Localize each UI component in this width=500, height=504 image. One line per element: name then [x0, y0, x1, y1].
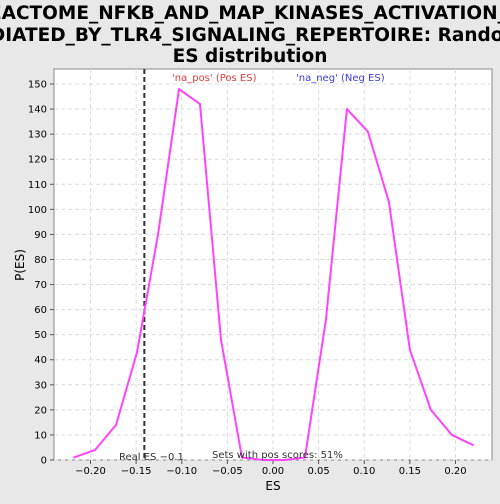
x-tick-label-1: −0.15 — [121, 466, 152, 477]
y-tick-label-13: 130 — [28, 130, 47, 141]
y-tick-label-11: 110 — [28, 180, 47, 191]
x-tick-label-8: 0.20 — [444, 466, 466, 477]
y-tick-label-5: 50 — [34, 330, 47, 341]
data-point-10 — [282, 459, 285, 461]
data-point-7 — [219, 338, 222, 341]
chart-title-line-3: ES distribution — [173, 46, 328, 67]
data-point-12 — [324, 318, 327, 321]
data-point-3 — [136, 351, 139, 354]
chart-title-line-1: REACTOME_NFKB_AND_MAP_KINASES_ACTIVATION… — [0, 3, 500, 24]
x-tick-label-7: 0.15 — [399, 466, 421, 477]
data-point-15 — [387, 200, 390, 203]
x-tick-label-6: 0.10 — [353, 466, 375, 477]
pos-scores-annotation: Sets with pos scores: 51% — [212, 450, 343, 461]
data-point-9 — [261, 459, 264, 461]
x-tick-label-3: −0.05 — [212, 466, 243, 477]
real-es-annotation: Real ES −0.1 — [119, 452, 184, 463]
legend-pos-label: 'na_pos' (Pos ES) — [172, 73, 257, 84]
series-line-0 — [73, 88, 474, 461]
legend-neg-label: 'na_neg' (Neg ES) — [296, 73, 385, 84]
y-tick-label-9: 90 — [34, 230, 47, 241]
x-tick-label-2: −0.10 — [166, 466, 197, 477]
data-point-16 — [408, 348, 411, 351]
data-point-13 — [345, 108, 348, 111]
y-tick-label-14: 140 — [28, 105, 47, 116]
chart-title-line-2: EDIATED_BY_TLR4_SIGNALING_REPERTOIRE: Ra… — [0, 25, 500, 46]
y-tick-label-8: 80 — [34, 255, 47, 266]
data-point-17 — [429, 408, 432, 411]
y-tick-label-2: 20 — [34, 405, 47, 416]
data-layer — [73, 69, 474, 461]
data-point-2 — [115, 423, 118, 426]
data-point-4 — [157, 233, 160, 236]
y-tick-label-4: 40 — [34, 355, 47, 366]
y-tick-label-10: 100 — [28, 205, 47, 216]
data-point-18 — [450, 433, 453, 436]
data-point-6 — [199, 103, 201, 106]
y-tick-label-15: 150 — [28, 80, 47, 91]
y-axis-label: P(ES) — [13, 249, 27, 281]
y-tick-label-3: 30 — [34, 380, 47, 391]
y-tick-label-1: 10 — [34, 430, 47, 441]
y-tick-label-6: 60 — [34, 305, 47, 316]
x-tick-label-0: −0.20 — [75, 466, 106, 477]
data-point-8 — [240, 456, 243, 459]
x-tick-label-5: 0.05 — [307, 466, 329, 477]
y-tick-label-7: 70 — [34, 280, 47, 291]
data-point-0 — [73, 456, 76, 459]
y-tick-label-0: 0 — [41, 456, 47, 467]
data-point-5 — [178, 88, 181, 91]
data-point-11 — [303, 456, 306, 459]
x-axis-label: ES — [265, 479, 280, 493]
data-point-19 — [471, 443, 474, 446]
x-tick-label-4: 0.00 — [262, 466, 284, 477]
y-tick-label-12: 120 — [28, 155, 47, 166]
axes: −0.20 −0.15 −0.10 −0.05 0.00 0.05 0.10 0.15 0.20… — [28, 80, 467, 477]
data-point-14 — [366, 130, 369, 133]
data-point-1 — [94, 448, 97, 451]
